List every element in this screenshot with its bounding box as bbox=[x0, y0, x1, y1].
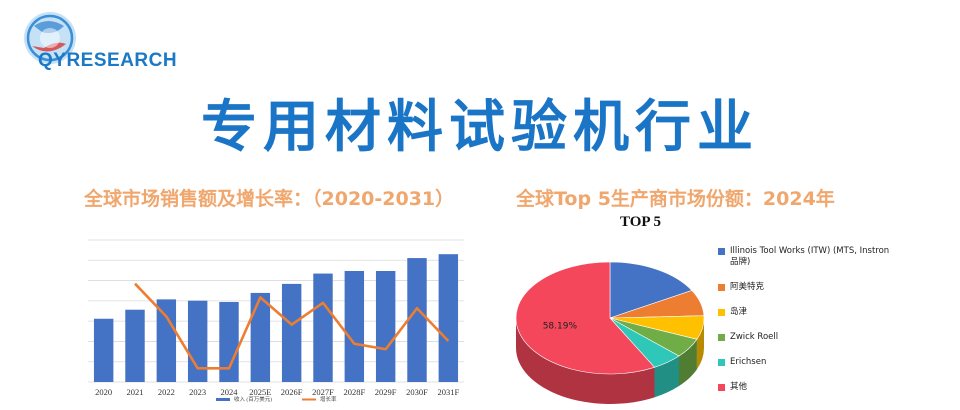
legend-label-growth: 增长率 bbox=[320, 395, 337, 403]
revenue-bar bbox=[94, 319, 113, 382]
pie-legend: Illinois Tool Works (ITW) (MTS, Instron … bbox=[718, 246, 898, 407]
x-tick-label: 2029F bbox=[375, 387, 397, 397]
revenue-bar bbox=[407, 258, 426, 382]
legend-swatch bbox=[718, 384, 725, 391]
legend-item: Zwick Roell bbox=[718, 332, 898, 343]
x-tick-label: 2027F bbox=[312, 387, 334, 397]
revenue-bar bbox=[219, 302, 238, 382]
x-tick-label: 2025E bbox=[249, 387, 271, 397]
pie-data-label: 58.19% bbox=[543, 322, 578, 332]
page-headline: 专用材料试验机行业 bbox=[0, 82, 960, 163]
legend-swatch bbox=[718, 284, 725, 291]
x-tick-label: 2028F bbox=[343, 387, 365, 397]
revenue-bar bbox=[313, 274, 332, 382]
revenue-bar bbox=[439, 254, 458, 382]
legend-label: 阿美特克 bbox=[730, 282, 764, 292]
revenue-bar bbox=[157, 299, 176, 382]
revenue-bar bbox=[188, 301, 207, 382]
revenue-bar bbox=[282, 284, 301, 382]
x-tick-label: 2020 bbox=[95, 387, 112, 397]
left-chart-subtitle: 全球市场销售额及增长率：（2020-2031） bbox=[84, 184, 454, 211]
legend-label: 其他 bbox=[730, 382, 747, 392]
x-tick-label: 2030F bbox=[406, 387, 428, 397]
x-tick-label: 2031F bbox=[437, 387, 459, 397]
revenue-bar bbox=[251, 293, 270, 382]
x-tick-label: 2024 bbox=[221, 387, 239, 397]
legend-label-revenue: 收入 (百万美元) bbox=[234, 395, 272, 403]
legend-item: 阿美特克 bbox=[718, 282, 898, 293]
revenue-growth-chart: 2020 2021 2022 2023 2024 2025E 2026F 2027F 2028F… bbox=[80, 210, 476, 406]
legend-item: 其他 bbox=[718, 382, 898, 393]
qyresearch-logo bbox=[8, 4, 178, 84]
x-tick-label: 2021 bbox=[127, 387, 144, 397]
legend-item: 岛津 bbox=[718, 307, 898, 318]
pie-chart-svg: 58.19% bbox=[500, 210, 710, 406]
revenue-growth-svg: 2020 2021 2022 2023 2024 2025E 2026F 2027F 2028F… bbox=[80, 210, 476, 406]
x-tick-label: 2022 bbox=[158, 387, 175, 397]
legend-label: Illinois Tool Works (ITW) (MTS, Instron … bbox=[730, 246, 889, 267]
legend-swatch bbox=[718, 309, 725, 316]
x-tick-label: 2023 bbox=[189, 387, 206, 397]
legend-label: Erichsen bbox=[730, 357, 766, 367]
legend-label: Zwick Roell bbox=[730, 332, 778, 342]
legend-swatch-bar bbox=[216, 398, 230, 401]
right-chart-subtitle: 全球Top 5生产商市场份额：2024年 bbox=[516, 184, 835, 211]
brand-logo-text: QYRESEARCH bbox=[38, 50, 177, 72]
legend-swatch bbox=[718, 359, 725, 366]
x-tick-label: 2026F bbox=[281, 387, 303, 397]
legend-item: Erichsen bbox=[718, 357, 898, 368]
legend-swatch bbox=[718, 334, 725, 341]
legend-item: Illinois Tool Works (ITW) (MTS, Instron … bbox=[718, 246, 898, 268]
legend-label: 岛津 bbox=[730, 307, 747, 317]
market-share-chart: TOP 5 58.19% Illinois Tool Works (ITW) (… bbox=[500, 210, 940, 406]
legend-swatch bbox=[718, 248, 725, 255]
revenue-bar bbox=[125, 310, 144, 382]
revenue-bar bbox=[345, 271, 364, 382]
revenue-bar bbox=[376, 271, 395, 382]
